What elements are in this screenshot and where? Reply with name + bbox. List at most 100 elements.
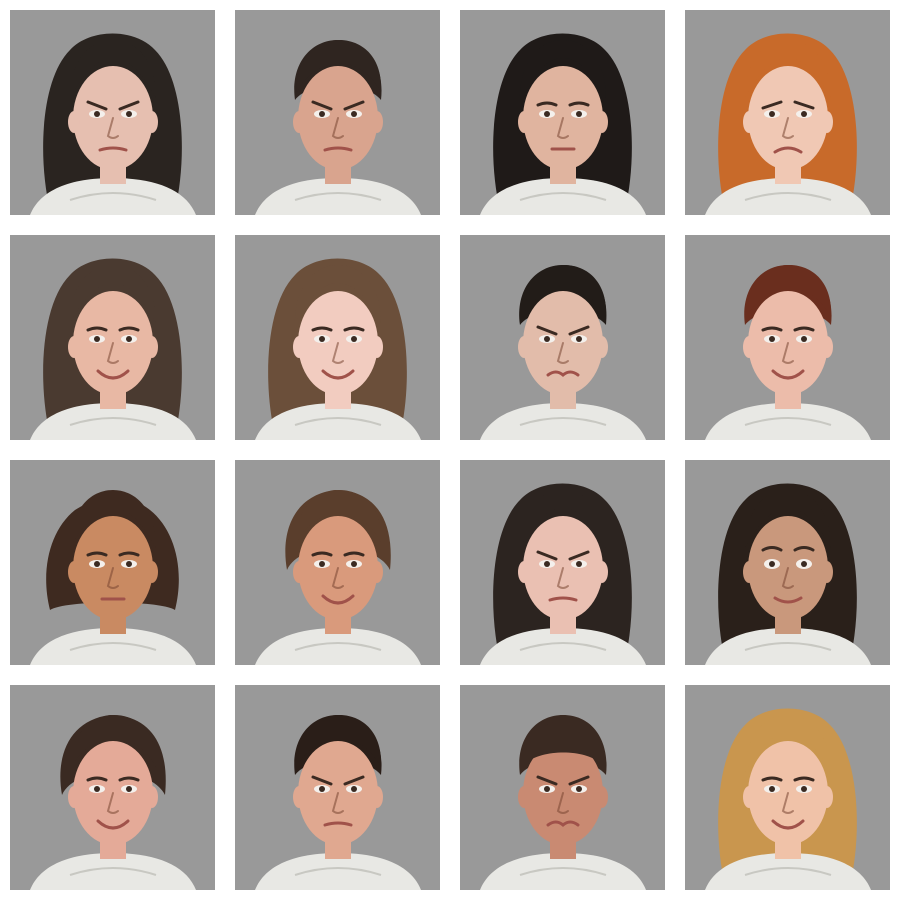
face-tile	[460, 460, 665, 665]
nose	[781, 567, 794, 589]
garment	[30, 403, 196, 440]
portrait-icon	[255, 258, 421, 440]
garment	[480, 853, 646, 890]
pupil-right	[801, 336, 807, 342]
ear-right	[146, 561, 158, 583]
ear-right	[821, 786, 833, 808]
mouth	[321, 369, 355, 380]
brow-right	[118, 551, 140, 557]
nose	[556, 117, 569, 139]
brow-left	[311, 100, 333, 111]
ear-right	[596, 111, 608, 133]
mouth	[771, 819, 805, 830]
brow-right	[793, 776, 815, 782]
pupil-right	[801, 561, 807, 567]
face-tile	[685, 460, 890, 665]
portrait-icon	[255, 490, 421, 665]
garment-fold	[294, 642, 382, 651]
face-tile	[10, 460, 215, 665]
ear-left	[293, 561, 305, 583]
ear-left	[518, 561, 530, 583]
face-tile	[235, 460, 440, 665]
hair-front	[70, 265, 156, 323]
garment-fold	[69, 417, 157, 426]
nose	[331, 117, 344, 139]
pupil-left	[769, 786, 775, 792]
hair-front	[296, 715, 382, 767]
garment-fold	[294, 417, 382, 426]
portrait-icon	[30, 715, 196, 890]
pupil-left	[544, 561, 550, 567]
ear-right	[371, 336, 383, 358]
ear-right	[146, 111, 158, 133]
face-tile	[685, 235, 890, 440]
pupil-left	[319, 336, 325, 342]
mouth	[546, 820, 580, 827]
hair-front	[70, 490, 156, 548]
garment-fold	[519, 192, 607, 201]
ear-left	[518, 336, 530, 358]
brow-right	[568, 325, 590, 336]
pupil-right	[351, 786, 357, 792]
hair-front	[745, 715, 831, 773]
portrait-icon	[30, 490, 196, 665]
nose	[781, 117, 794, 139]
nose	[556, 792, 569, 814]
ear-left	[68, 786, 80, 808]
face-tile	[235, 10, 440, 215]
garment	[255, 178, 421, 215]
brow-left	[86, 551, 108, 557]
garment-fold	[519, 642, 607, 651]
brow-left	[311, 551, 333, 557]
nose	[556, 342, 569, 364]
ear-right	[146, 336, 158, 358]
brow-left	[536, 775, 558, 786]
face-tile	[460, 10, 665, 215]
garment-fold	[744, 867, 832, 876]
mouth	[96, 819, 130, 830]
pupil-left	[319, 111, 325, 117]
brow-right	[118, 776, 140, 782]
nose	[331, 567, 344, 589]
garment-fold	[69, 867, 157, 876]
ear-left	[68, 336, 80, 358]
face-tile	[10, 685, 215, 890]
hair-front	[296, 40, 382, 92]
pupil-left	[94, 111, 100, 117]
ear-right	[821, 561, 833, 583]
pupil-right	[576, 111, 582, 117]
brow-left	[86, 776, 108, 782]
brow-left	[311, 775, 333, 786]
face-tile	[235, 685, 440, 890]
pupil-right	[576, 786, 582, 792]
face-tile	[10, 10, 215, 215]
brow-left	[311, 326, 333, 332]
mouth	[96, 369, 130, 380]
mouth	[98, 146, 128, 152]
face-tile	[685, 685, 890, 890]
portrait-icon	[705, 483, 871, 665]
ear-right	[596, 561, 608, 583]
face-tile	[685, 10, 890, 215]
pupil-left	[544, 786, 550, 792]
garment	[705, 853, 871, 890]
face-grid	[10, 10, 890, 890]
portrait-icon	[480, 33, 646, 215]
pupil-right	[126, 561, 132, 567]
portrait-icon	[480, 483, 646, 665]
portrait-icon	[30, 258, 196, 440]
garment	[705, 178, 871, 215]
brow-right	[343, 100, 365, 111]
brow-right	[343, 326, 365, 332]
portrait-icon	[255, 40, 421, 215]
pupil-right	[126, 336, 132, 342]
brow-right	[118, 326, 140, 332]
hair-front	[526, 721, 600, 763]
pupil-right	[801, 786, 807, 792]
brow-right	[343, 775, 365, 786]
pupil-left	[769, 561, 775, 567]
portrait-icon	[705, 33, 871, 215]
garment-fold	[519, 867, 607, 876]
ear-right	[146, 786, 158, 808]
brow-right	[568, 101, 590, 107]
